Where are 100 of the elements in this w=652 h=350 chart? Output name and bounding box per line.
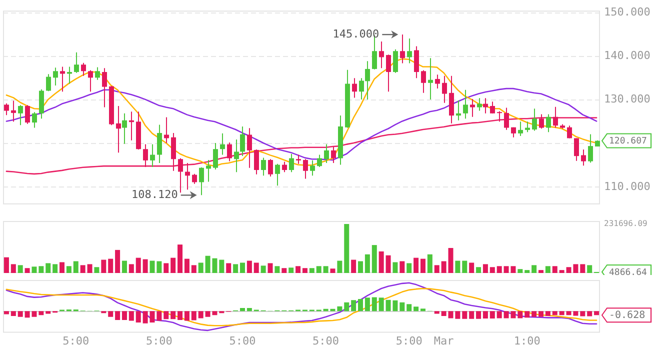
- bar: [87, 264, 92, 273]
- bar: [552, 266, 558, 273]
- bar: [462, 311, 468, 319]
- candlestick: [574, 138, 579, 162]
- bar: [337, 306, 342, 312]
- bar: [142, 311, 148, 324]
- candlestick: [317, 154, 322, 168]
- bar: [10, 264, 16, 273]
- bar: [178, 244, 183, 273]
- bar: [122, 311, 127, 320]
- bar: [156, 311, 162, 321]
- bar: [469, 262, 474, 273]
- bar: [538, 270, 544, 273]
- bar: [358, 298, 364, 312]
- x-tick-label: 5:00: [62, 334, 90, 348]
- bar: [337, 260, 342, 273]
- candlestick: [150, 144, 155, 168]
- bar: [545, 266, 550, 273]
- candlestick: [81, 62, 86, 76]
- candlestick: [268, 158, 273, 178]
- candlestick: [310, 160, 315, 176]
- bar: [94, 267, 100, 273]
- bar: [552, 311, 558, 316]
- bar: [364, 254, 370, 273]
- bar: [462, 260, 468, 273]
- bar: [254, 262, 259, 273]
- candlestick: [74, 52, 79, 74]
- x-tick-label: 5:00: [312, 334, 340, 348]
- candlestick: [289, 153, 294, 173]
- bar: [482, 264, 488, 273]
- candlestick: [11, 100, 16, 122]
- bar: [414, 306, 419, 312]
- bar: [559, 270, 564, 273]
- candlestick: [421, 70, 426, 94]
- candlestick: [261, 157, 266, 176]
- bar: [150, 260, 155, 273]
- y-tick-label: 110.000: [604, 180, 650, 193]
- bar: [219, 260, 224, 273]
- bar: [240, 262, 245, 273]
- bar: [246, 260, 252, 273]
- bar: [164, 263, 169, 273]
- candlestick: [199, 166, 204, 196]
- bar: [246, 308, 252, 312]
- bar: [476, 311, 482, 319]
- bar: [344, 302, 350, 312]
- bar: [191, 311, 196, 320]
- candlestick: [470, 98, 475, 118]
- candlestick: [379, 41, 384, 69]
- bar: [52, 264, 58, 273]
- candlestick: [456, 100, 461, 121]
- bar: [358, 261, 364, 273]
- bar: [302, 268, 308, 273]
- bar: [469, 311, 474, 319]
- bar: [518, 311, 523, 318]
- candlestick: [386, 54, 391, 92]
- bar: [4, 311, 9, 314]
- bar: [580, 264, 586, 273]
- candlestick: [483, 98, 488, 114]
- bar: [386, 255, 391, 273]
- bar: [274, 266, 280, 273]
- bar: [233, 264, 238, 273]
- bar: [448, 248, 454, 273]
- text: 120.607: [609, 136, 647, 147]
- bar: [427, 254, 432, 273]
- candlestick: [213, 142, 218, 170]
- bar: [518, 269, 523, 273]
- candlestick: [275, 163, 280, 186]
- bar: [455, 311, 460, 319]
- candlestick: [407, 38, 412, 64]
- bar: [532, 265, 537, 273]
- bar: [260, 266, 266, 273]
- text: -0.628: [609, 310, 646, 322]
- bar: [441, 311, 446, 316]
- bar: [142, 259, 148, 273]
- candlestick: [331, 146, 336, 164]
- candlestick: [435, 74, 440, 90]
- bar: [420, 258, 426, 273]
- annotation: 145.000: [332, 27, 380, 40]
- text: 4866.64: [609, 268, 647, 278]
- bar: [240, 308, 245, 312]
- bar: [351, 300, 356, 312]
- candlestick: [324, 144, 329, 164]
- candlestick: [400, 34, 405, 64]
- candlestick: [393, 48, 398, 74]
- bar: [60, 262, 65, 273]
- bar: [587, 311, 592, 316]
- candlestick: [206, 159, 211, 182]
- bar: [191, 265, 196, 273]
- bar: [282, 268, 287, 273]
- candlestick: [546, 114, 551, 133]
- bar: [496, 311, 502, 318]
- x-tick-label: 5:00: [146, 334, 172, 348]
- bar: [170, 311, 176, 320]
- candlestick: [428, 58, 433, 100]
- bar: [372, 245, 377, 273]
- candlestick: [95, 66, 100, 80]
- y-tick-label: 130.000: [604, 92, 650, 106]
- bar: [122, 260, 127, 273]
- bar: [164, 311, 169, 320]
- bar: [73, 261, 78, 273]
